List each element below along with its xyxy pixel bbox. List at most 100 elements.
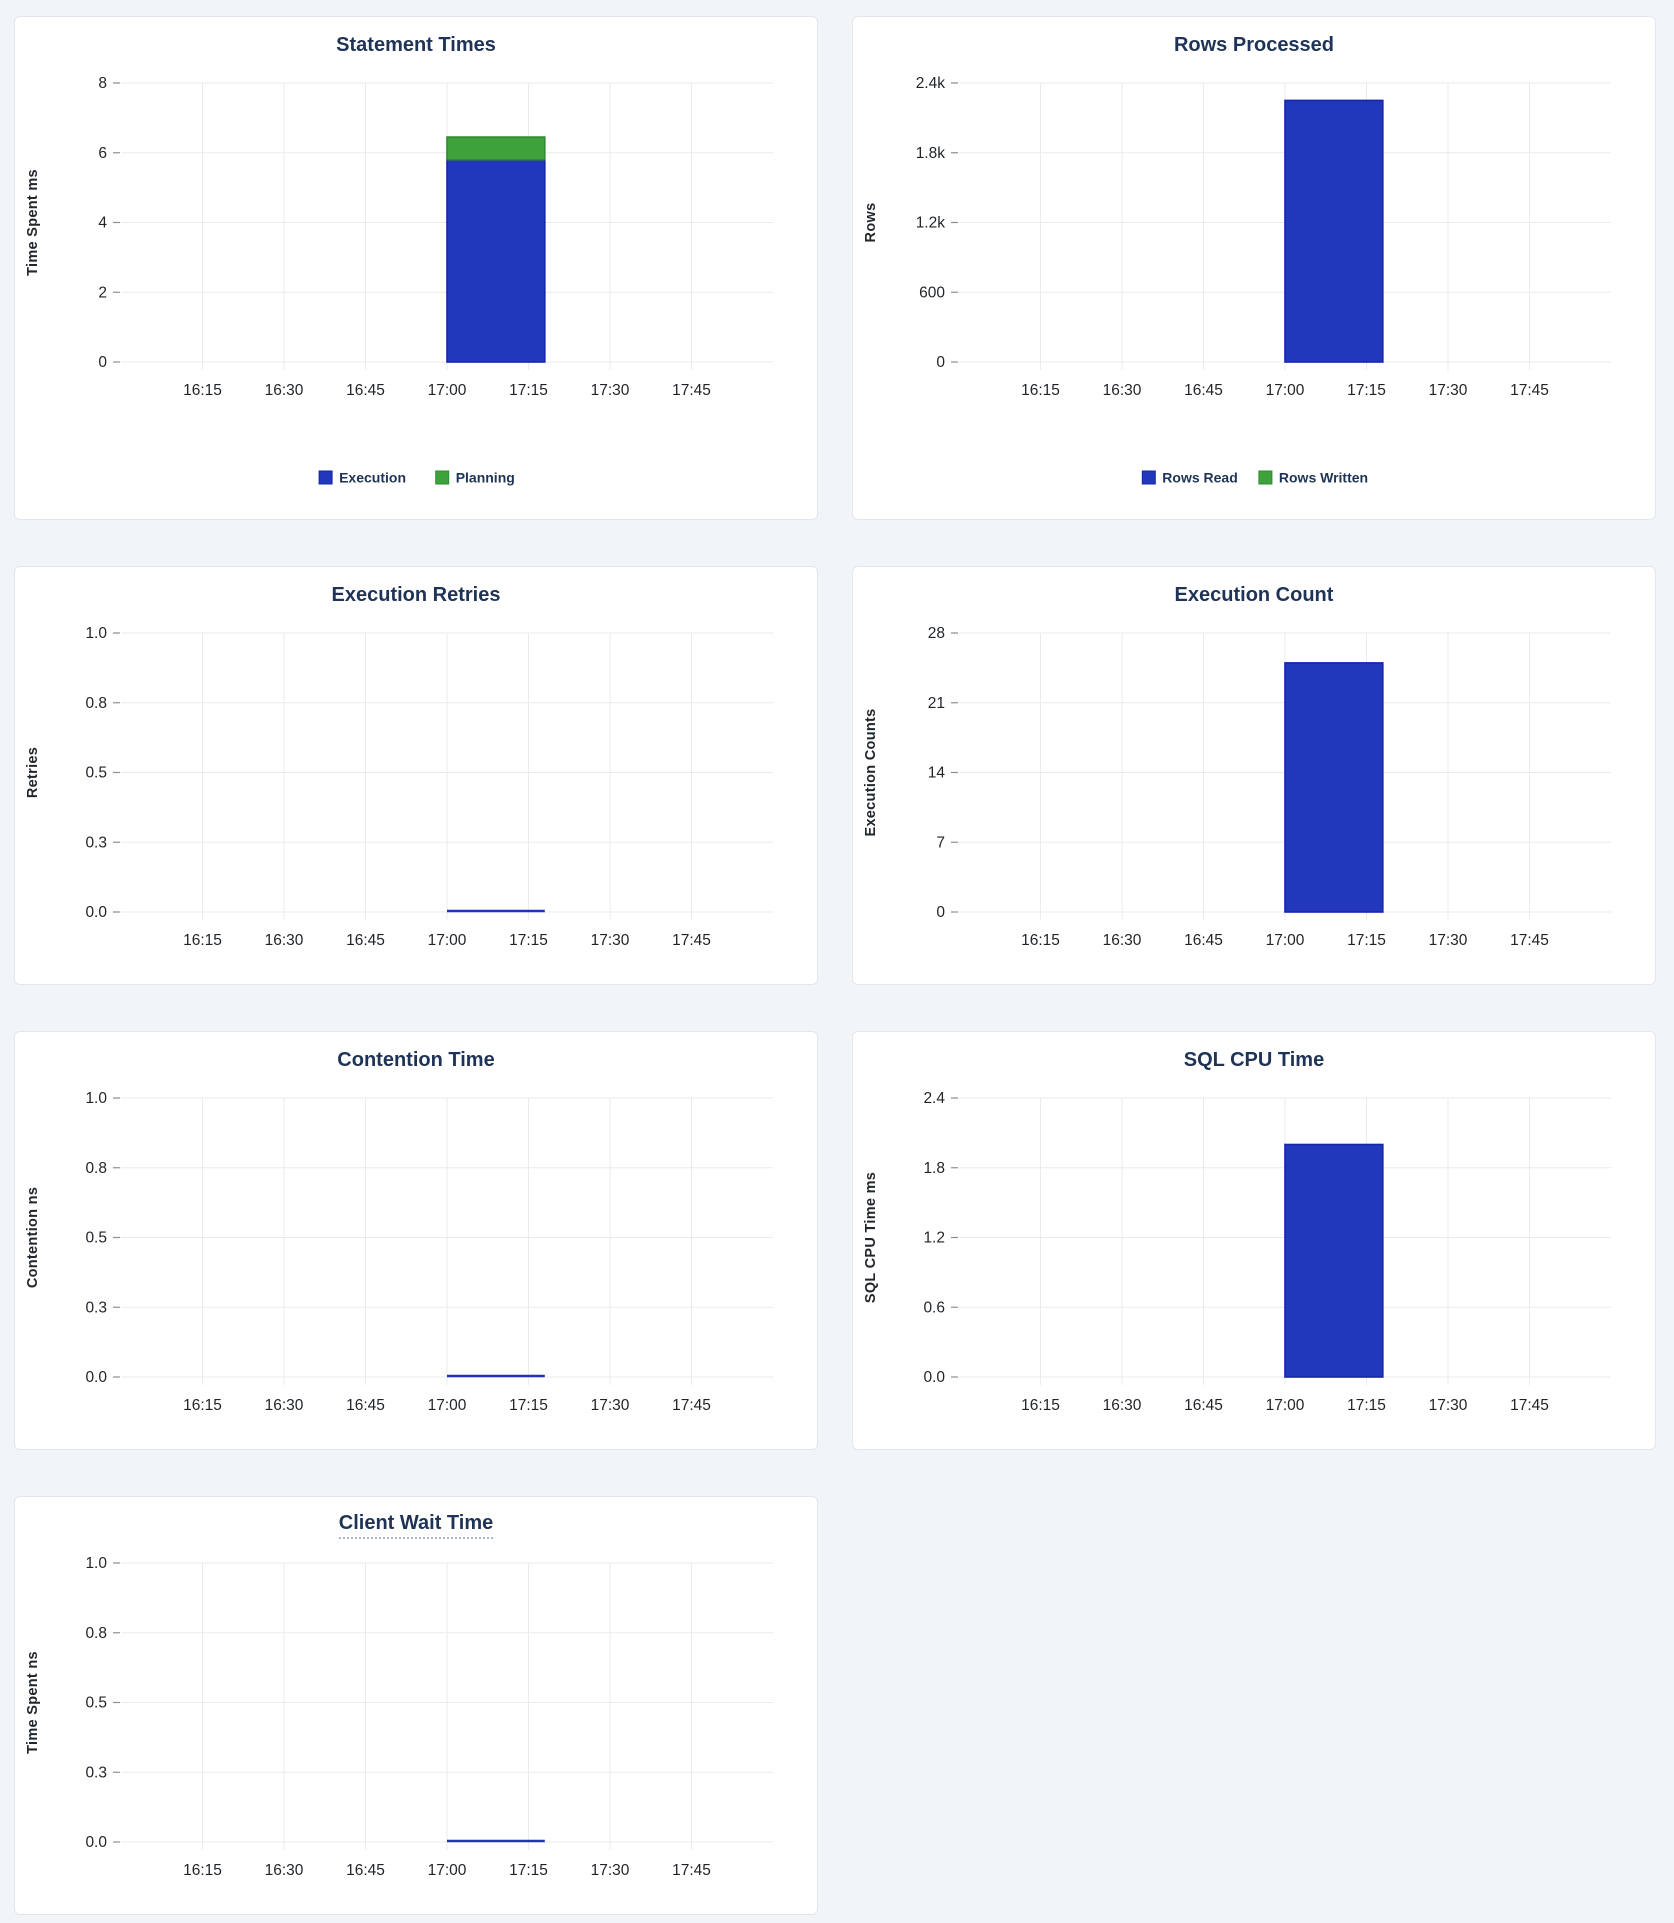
y-tick-label: 0.5	[85, 1695, 107, 1712]
x-tick-label: 17:30	[1429, 1397, 1468, 1414]
y-tick-label: 21	[928, 695, 945, 712]
bar-planning	[446, 136, 546, 161]
statement-times-plot[interactable]: 0 2 4 6 8 16:15 16:30 16:45 17:00 17:15 17:30 17:45…	[15, 73, 818, 503]
chart-title-execution-count: Execution Count	[1174, 584, 1334, 606]
legend-swatch-blue	[1141, 470, 1156, 485]
bar-rows-read	[1284, 99, 1384, 363]
y-tick-label: 0.8	[85, 1625, 107, 1642]
client-wait-time-plot[interactable]: 0.0 0.3 0.5 0.8 1.0 16:15 16:30 16:45 17:00 17:15…	[15, 1553, 818, 1898]
chart-title-wrap: Statement Times	[15, 17, 817, 73]
x-tick-label: 17:00	[1266, 1397, 1305, 1414]
y-tick-label: 14	[928, 765, 946, 782]
y-tick-label: 0.0	[85, 1369, 107, 1386]
y-tick-label: 0.0	[85, 904, 107, 921]
x-tick-label: 16:15	[183, 382, 222, 399]
x-tick-label: 17:30	[591, 382, 630, 399]
chart-title-wrap: Rows Processed	[853, 17, 1655, 73]
chart-card-sql-cpu-time: SQL CPU Time 0.0 0.6 1.2 1.8 2.4 16:15 16:30 16:…	[852, 1031, 1656, 1450]
chart-title-wrap: Execution Retries	[15, 567, 817, 623]
x-tick-label: 16:30	[1103, 932, 1142, 949]
y-tick-label: 7	[936, 834, 945, 851]
series	[1284, 662, 1384, 913]
legend-swatch-green	[435, 470, 450, 485]
x-tick-label: 16:45	[346, 1862, 385, 1879]
y-grid: 0.0 0.6 1.2 1.8 2.4	[923, 1090, 1611, 1386]
chart-title-statement-times: Statement Times	[336, 34, 496, 56]
legend-item-execution: Execution	[318, 470, 406, 486]
y-axis-label: Execution Counts	[863, 708, 879, 836]
x-tick-label: 16:15	[183, 932, 222, 949]
execution-retries-plot[interactable]: 0.0 0.3 0.5 0.8 1.0 16:15 16:30 16:45 17:00 17:15…	[15, 623, 818, 968]
chart-card-rows-processed: Rows Processed 0 600 1.2k 1.8k 2.4k 16:15 16:30…	[852, 16, 1656, 520]
y-tick-label: 0.3	[85, 1299, 107, 1316]
y-grid: 0.0 0.3 0.5 0.8 1.0	[85, 1555, 773, 1851]
x-tick-label: 17:00	[428, 932, 467, 949]
chart-title-contention-time: Contention Time	[337, 1049, 495, 1071]
x-tick-label: 17:15	[509, 932, 548, 949]
x-tick-label: 17:15	[1347, 382, 1386, 399]
legend-swatch-blue	[318, 470, 333, 485]
x-tick-label: 17:45	[1510, 382, 1549, 399]
legend: Execution Planning	[318, 470, 515, 486]
x-tick-label: 16:30	[1103, 1397, 1142, 1414]
x-tick-label: 17:45	[1510, 932, 1549, 949]
y-tick-label: 1.2	[923, 1230, 945, 1247]
chart-title-sql-cpu-time: SQL CPU Time	[1183, 1049, 1325, 1071]
y-tick-label: 0	[98, 354, 107, 371]
x-tick-label: 16:30	[1103, 382, 1142, 399]
x-tick-label: 17:45	[672, 932, 711, 949]
x-tick-label: 17:45	[672, 382, 711, 399]
y-axis-label: Time Spent ns	[25, 1651, 41, 1754]
x-tick-label: 17:15	[1347, 932, 1386, 949]
bar-sql-cpu-time	[1284, 1143, 1384, 1378]
contention-time-plot[interactable]: 0.0 0.3 0.5 0.8 1.0 16:15 16:30 16:45 17:00 17:15…	[15, 1088, 818, 1433]
execution-count-plot[interactable]: 0 7 14 21 28 16:15 16:30 16:45 17:00 17:15 17:30 17…	[853, 623, 1656, 968]
y-tick-label: 2	[98, 284, 107, 301]
y-grid: 0.0 0.3 0.5 0.8 1.0	[85, 1090, 773, 1386]
y-tick-label: 0.5	[85, 765, 107, 782]
y-tick-label: 8	[98, 75, 107, 92]
y-axis-label: Rows	[863, 203, 879, 243]
y-tick-label: 0.6	[923, 1299, 945, 1316]
x-tick-label: 17:45	[672, 1397, 711, 1414]
chart-title-wrap: Execution Count	[853, 567, 1655, 623]
series	[1284, 1143, 1384, 1378]
y-tick-label: 0.0	[923, 1369, 945, 1386]
y-tick-label: 0.3	[85, 834, 107, 851]
legend-label: Execution	[339, 470, 406, 486]
x-tick-label: 17:15	[509, 1862, 548, 1879]
legend-label: Rows Read	[1162, 470, 1237, 486]
x-tick-label: 17:15	[509, 1397, 548, 1414]
x-tick-label: 16:15	[1021, 382, 1060, 399]
y-tick-label: 0.8	[85, 1160, 107, 1177]
chart-card-client-wait-time: Client Wait Time 0.0 0.3 0.5 0.8 1.0 16:15 16:3…	[14, 1496, 818, 1915]
x-tick-label: 16:15	[183, 1862, 222, 1879]
x-tick-label: 17:00	[428, 1397, 467, 1414]
series	[1284, 99, 1384, 363]
x-tick-label: 16:45	[1184, 932, 1223, 949]
rows-processed-plot[interactable]: 0 600 1.2k 1.8k 2.4k 16:15 16:30 16:45 17:00 17:1…	[853, 73, 1656, 503]
y-axis-label: Contention ns	[25, 1187, 41, 1288]
chart-title-rows-processed: Rows Processed	[1173, 34, 1335, 56]
x-grid: 16:15 16:30 16:45 17:00 17:15 17:30 17:45	[183, 83, 711, 399]
x-tick-label: 16:30	[265, 1862, 304, 1879]
x-grid: 16:15 16:30 16:45 17:00 17:15 17:30 17:45	[183, 633, 711, 949]
chart-title-wrap: Client Wait Time	[15, 1497, 817, 1553]
x-tick-label: 16:45	[346, 382, 385, 399]
legend-swatch-green	[1258, 470, 1273, 485]
x-tick-label: 16:15	[183, 1397, 222, 1414]
y-tick-label: 1.0	[85, 1555, 107, 1572]
y-tick-label: 2.4k	[916, 75, 946, 92]
y-tick-label: 0	[936, 904, 945, 921]
chart-title-wrap: Contention Time	[15, 1032, 817, 1088]
chart-card-contention-time: Contention Time 0.0 0.3 0.5 0.8 1.0 16:15 16:30…	[14, 1031, 818, 1450]
x-tick-label: 17:30	[1429, 382, 1468, 399]
legend-item-planning: Planning	[435, 470, 515, 486]
sql-cpu-time-plot[interactable]: 0.0 0.6 1.2 1.8 2.4 16:15 16:30 16:45 17:00 17:15…	[853, 1088, 1656, 1433]
x-tick-label: 16:45	[346, 932, 385, 949]
chart-title-client-wait-time[interactable]: Client Wait Time	[338, 1512, 494, 1539]
y-tick-label: 1.0	[85, 625, 107, 642]
x-tick-label: 17:00	[1266, 382, 1305, 399]
x-tick-label: 17:30	[591, 1397, 630, 1414]
